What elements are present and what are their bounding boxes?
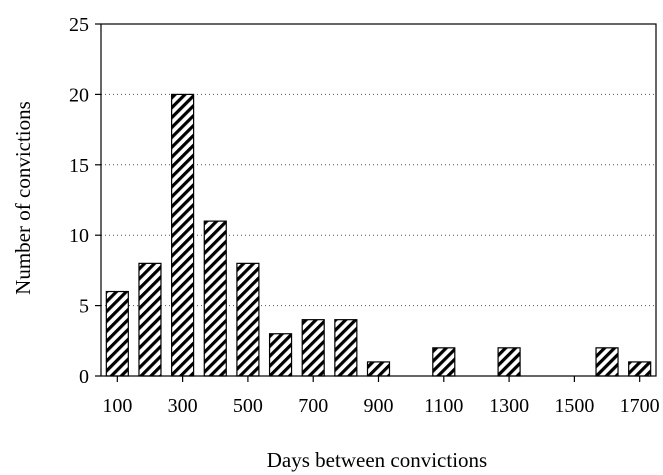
x-tick-label: 100 [102, 395, 132, 417]
y-axis-ticks: 0 5 10 15 20 25 [69, 14, 101, 388]
x-tick-label: 1300 [489, 395, 529, 417]
y-tick-label: 15 [69, 155, 89, 177]
bar [432, 347, 456, 377]
bars-group [105, 93, 652, 377]
bar [203, 220, 227, 377]
bar [497, 347, 521, 377]
bar [171, 93, 195, 377]
y-tick-label: 25 [69, 14, 89, 36]
bar [334, 319, 358, 377]
bar [105, 290, 129, 377]
y-tick-label: 10 [69, 225, 89, 247]
x-tick-label: 1700 [620, 395, 660, 417]
x-tick-label: 1100 [424, 395, 463, 417]
bar [628, 361, 652, 377]
bar [301, 319, 325, 377]
bar [268, 333, 293, 377]
y-tick-label: 5 [79, 296, 89, 318]
y-tick-label: 20 [69, 84, 89, 106]
y-tick-label: 0 [79, 366, 89, 388]
x-tick-label: 1500 [554, 395, 594, 417]
x-axis-title: Days between convictions [267, 448, 487, 472]
x-tick-label: 300 [168, 395, 198, 417]
x-tick-label: 700 [298, 395, 328, 417]
bar [366, 361, 391, 377]
bar [595, 347, 619, 377]
x-tick-label: 500 [233, 395, 263, 417]
y-axis-title: Number of convictions [11, 101, 35, 295]
x-tick-label: 900 [364, 395, 394, 417]
bar [236, 262, 260, 377]
bar [138, 262, 162, 377]
x-axis-ticks: 100 300 500 700 900 1100 1300 1500 1700 [102, 376, 660, 417]
